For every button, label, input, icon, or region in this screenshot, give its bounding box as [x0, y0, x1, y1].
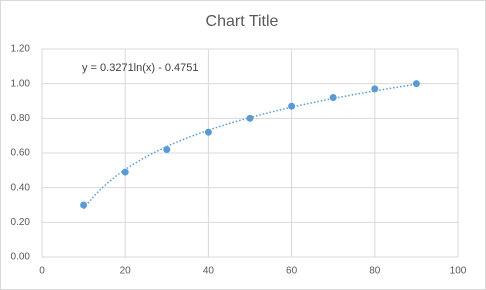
chart-title: Chart Title — [206, 13, 279, 30]
y-tick-label: 0.40 — [11, 182, 31, 193]
x-tick-label: 60 — [286, 266, 298, 277]
point — [371, 85, 379, 93]
y-tick-label: 1.00 — [11, 78, 31, 89]
x-tick-label: 100 — [450, 266, 467, 277]
y-tick-label: 0.00 — [11, 252, 31, 263]
x-tick-label: 0 — [39, 266, 45, 277]
point — [121, 168, 129, 176]
point — [329, 94, 337, 102]
point — [80, 201, 88, 209]
y-tick-label: 1.20 — [11, 44, 31, 55]
point — [204, 128, 212, 136]
y-tick-label: 0.80 — [11, 113, 31, 124]
y-tick-label: 0.60 — [11, 148, 31, 159]
trendline-label: y = 0.3271ln(x) - 0.4751 — [82, 62, 199, 74]
point — [288, 102, 296, 110]
x-tick-label: 40 — [203, 266, 215, 277]
y-tick-label: 0.20 — [11, 217, 31, 228]
x-tick-label: 20 — [120, 266, 132, 277]
point — [246, 114, 254, 122]
x-tick-label: 80 — [369, 266, 381, 277]
point — [163, 146, 171, 154]
point — [412, 80, 420, 88]
